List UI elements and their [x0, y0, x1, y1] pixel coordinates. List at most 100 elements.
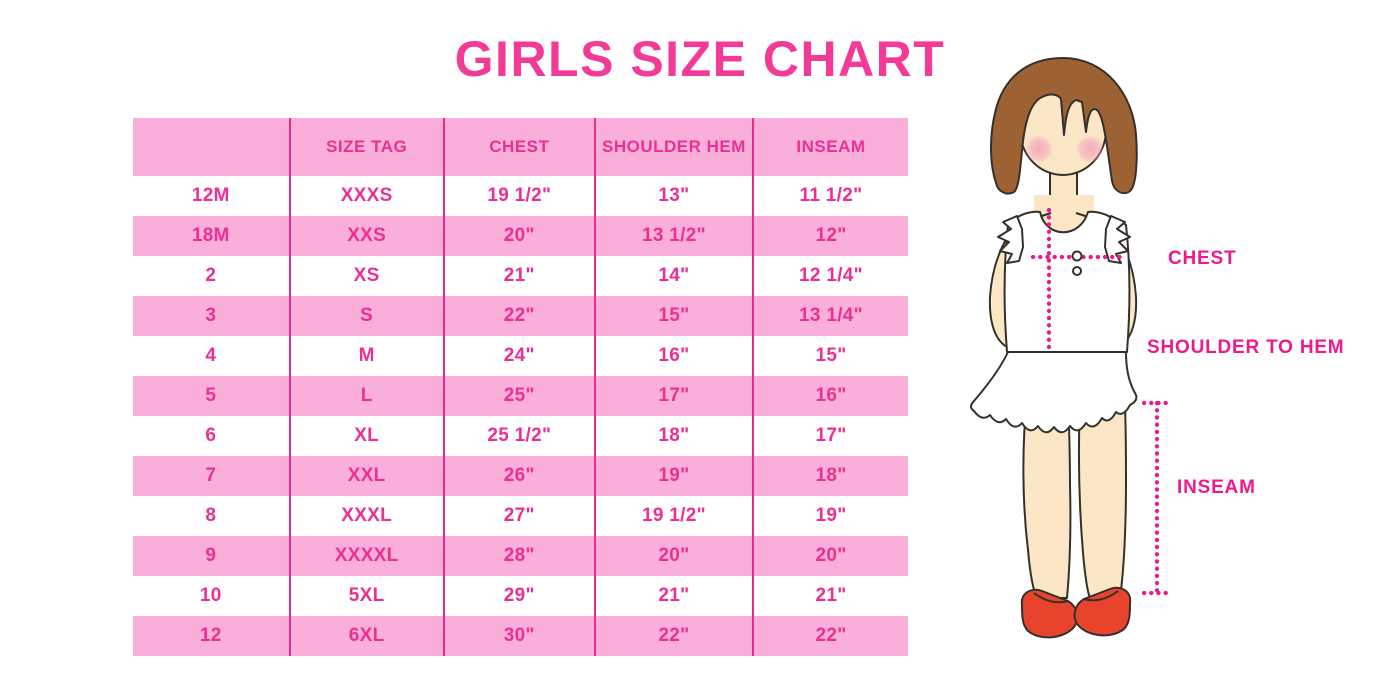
measurement-cell: 19 1/2"	[442, 176, 595, 216]
table-row: 3 S 22" 15" 13 1/4"	[133, 296, 908, 336]
measurement-cell: 27"	[442, 496, 595, 536]
size-cell: 12M	[133, 176, 290, 216]
size-table-body: 12M XXXS 19 1/2" 13" 11 1/2" 18M XXS 20" 13 1/2"…	[133, 176, 908, 656]
measurement-cell: 6XL	[288, 616, 444, 656]
measurement-cell: 17"	[751, 416, 908, 456]
right-leg	[1078, 399, 1127, 599]
table-row: 12 6XL 30" 22" 22"	[133, 616, 908, 656]
table-row: 12M XXXS 19 1/2" 13" 11 1/2"	[133, 176, 908, 216]
measurement-cell: 12 1/4"	[751, 256, 908, 296]
measurement-cell: 20"	[751, 536, 908, 576]
measurement-cell: 26"	[442, 456, 595, 496]
right-shoe	[1073, 586, 1132, 637]
measurement-cell: 21"	[751, 576, 908, 616]
ruffle-skirt	[970, 351, 1138, 434]
measurement-cell: 15"	[593, 296, 753, 336]
measurement-cell: 17"	[593, 376, 753, 416]
measurement-cell: 25"	[442, 376, 595, 416]
header-chest: CHEST	[442, 118, 595, 176]
left-shoe	[1020, 588, 1079, 639]
right-shoe-strap	[1083, 590, 1119, 602]
measurement-cell: S	[288, 296, 444, 336]
size-cell: 8	[133, 496, 290, 536]
header-size-tag: SIZE TAG	[288, 118, 444, 176]
right-shoulder-ruffle	[1104, 215, 1131, 264]
measurement-cell: XXXL	[288, 496, 444, 536]
table-row: 7 XXL 26" 19" 18"	[133, 456, 908, 496]
size-cell: 5	[133, 376, 290, 416]
table-row: 10 5XL 29" 21" 21"	[133, 576, 908, 616]
measurement-cell: 13 1/2"	[593, 216, 753, 256]
measurement-figure: CHEST SHOULDER TO HEM INSEAM	[930, 45, 1360, 695]
table-header-row: SIZE TAG CHEST SHOULDER HEM INSEAM	[133, 118, 908, 176]
measurement-cell: 25 1/2"	[442, 416, 595, 456]
table-row: 2 XS 21" 14" 12 1/4"	[133, 256, 908, 296]
measurement-cell: XXXS	[288, 176, 444, 216]
measurement-cell: 22"	[593, 616, 753, 656]
girls-size-table: SIZE TAG CHEST SHOULDER HEM INSEAM 12M XX…	[133, 118, 908, 656]
measurement-cell: 18"	[593, 416, 753, 456]
table-row: 5 L 25" 17" 16"	[133, 376, 908, 416]
measurement-cell: 13"	[593, 176, 753, 216]
measurement-cell: 14"	[593, 256, 753, 296]
girl-illustration: CHEST SHOULDER TO HEM INSEAM	[970, 57, 1344, 639]
table-row: 6 XL 25 1/2" 18" 17"	[133, 416, 908, 456]
page-title: GIRLS SIZE CHART	[454, 31, 946, 87]
size-cell: 3	[133, 296, 290, 336]
chest-label: CHEST	[1168, 248, 1236, 269]
measurement-cell: XL	[288, 416, 444, 456]
measurement-cell: XXL	[288, 456, 444, 496]
header-inseam: INSEAM	[751, 118, 908, 176]
table-row: 18M XXS 20" 13 1/2" 12"	[133, 216, 908, 256]
measurement-cell: 11 1/2"	[751, 176, 908, 216]
measurement-cell: 19"	[751, 496, 908, 536]
right-blush	[1076, 135, 1104, 163]
measurement-cell: 24"	[442, 336, 595, 376]
measurement-cell: XXXXL	[288, 536, 444, 576]
measurement-cell: 18"	[751, 456, 908, 496]
size-cell: 6	[133, 416, 290, 456]
measurement-cell: 12"	[751, 216, 908, 256]
header-blank	[133, 118, 290, 176]
measurement-cell: 15"	[751, 336, 908, 376]
measurement-cell: 16"	[751, 376, 908, 416]
size-cell: 4	[133, 336, 290, 376]
size-cell: 9	[133, 536, 290, 576]
measurement-cell: 21"	[442, 256, 595, 296]
measurement-cell: 22"	[442, 296, 595, 336]
table-row: 9 XXXXL 28" 20" 20"	[133, 536, 908, 576]
measurement-cell: M	[288, 336, 444, 376]
measurement-cell: 21"	[593, 576, 753, 616]
measurement-cell: 16"	[593, 336, 753, 376]
measurement-cell: 5XL	[288, 576, 444, 616]
size-cell: 10	[133, 576, 290, 616]
table-row: 8 XXXL 27" 19 1/2" 19"	[133, 496, 908, 536]
table-row: 4 M 24" 16" 15"	[133, 336, 908, 376]
measurement-cell: 28"	[442, 536, 595, 576]
measurement-cell: 30"	[442, 616, 595, 656]
header-shoulder-hem: SHOULDER HEM	[593, 118, 753, 176]
left-blush	[1025, 135, 1053, 163]
left-leg	[1022, 396, 1072, 599]
measurement-cell: 13 1/4"	[751, 296, 908, 336]
shoulder-to-hem-label: SHOULDER TO HEM	[1147, 337, 1344, 358]
size-cell: 2	[133, 256, 290, 296]
size-cell: 18M	[133, 216, 290, 256]
top-button	[1071, 250, 1083, 262]
measurement-cell: 29"	[442, 576, 595, 616]
left-shoe-strap	[1033, 592, 1069, 604]
measurement-cell: 22"	[751, 616, 908, 656]
measurement-cell: XS	[288, 256, 444, 296]
measurement-cell: XXS	[288, 216, 444, 256]
measurement-cell: L	[288, 376, 444, 416]
measurement-cell: 19 1/2"	[593, 496, 753, 536]
measurement-cell: 20"	[593, 536, 753, 576]
hair	[989, 57, 1138, 195]
measurement-cell: 20"	[442, 216, 595, 256]
bottom-button	[1072, 266, 1082, 276]
measurement-cell: 19"	[593, 456, 753, 496]
inseam-label: INSEAM	[1177, 477, 1256, 498]
size-cell: 7	[133, 456, 290, 496]
size-cell: 12	[133, 616, 290, 656]
left-shoulder-ruffle	[997, 215, 1024, 264]
